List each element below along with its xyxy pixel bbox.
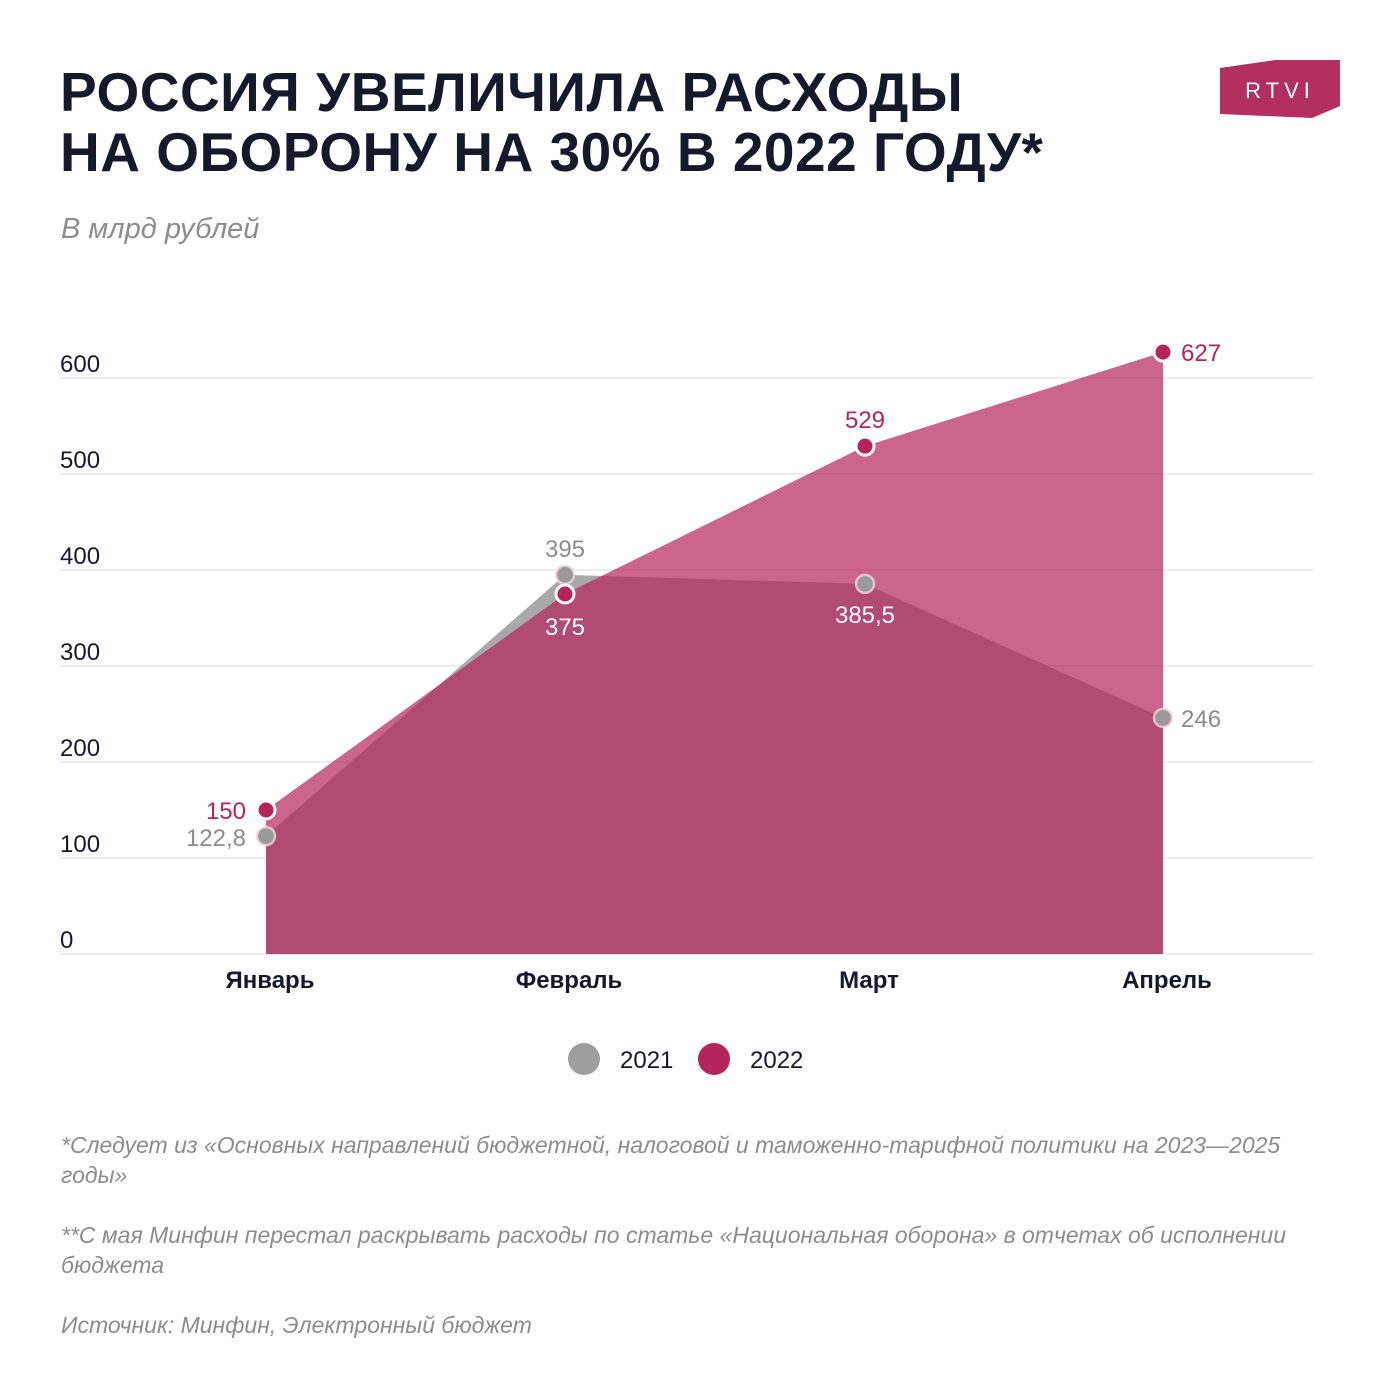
legend-label: 2022: [750, 1047, 803, 1074]
data-label: 627: [1181, 340, 1221, 367]
y-tick-label: 500: [60, 447, 100, 474]
x-tick-label: Март: [839, 967, 899, 994]
data-label: 385,5: [835, 602, 895, 629]
area-chart: 0 100 200 300 400 500 600 Январь Февраль Март Апре…: [60, 340, 1313, 1075]
chart-title: РОССИЯ УВЕЛИЧИЛА РАСХОДЫ НА ОБОРОНУ НА 3…: [60, 62, 1043, 182]
area-series-2022: [266, 352, 1163, 955]
source-note: Источник: Минфин, Электронный бюджет: [61, 1312, 532, 1338]
chart-subtitle: В млрд рублей: [61, 213, 260, 245]
data-label: 375: [545, 614, 585, 641]
legend-swatch-2021: [568, 1043, 600, 1075]
rtvi-logo: RTVI: [1220, 60, 1340, 118]
legend-label: 2021: [620, 1047, 673, 1074]
footnote-1: *Следует из «Основных направлений бюджет…: [61, 1132, 1281, 1188]
y-tick-label: 600: [60, 351, 100, 378]
y-tick-label: 200: [60, 735, 100, 762]
data-point-2021: [854, 573, 876, 595]
legend-swatch-2022: [698, 1043, 730, 1075]
y-tick-label: 400: [60, 543, 100, 570]
data-label: 150: [206, 798, 246, 825]
x-tick-label: Апрель: [1122, 967, 1212, 994]
data-point-2022: [554, 583, 576, 605]
data-point-2022: [854, 435, 876, 457]
data-label: 529: [845, 407, 885, 434]
y-tick-label: 0: [60, 927, 73, 954]
data-point-2021: [255, 825, 277, 847]
data-point-2021: [1152, 707, 1174, 729]
title-line-2: НА ОБОРОНУ НА 30% В 2022 ГОДУ*: [60, 121, 1044, 183]
data-label: 246: [1181, 706, 1221, 733]
footnote-2: **С мая Минфин перестал раскрывать расхо…: [61, 1222, 1286, 1278]
data-label: 122,8: [186, 825, 246, 852]
x-tick-label: Февраль: [516, 967, 623, 994]
data-point-2022: [1152, 341, 1174, 363]
x-tick-label: Январь: [226, 967, 315, 994]
data-point-2021: [554, 564, 576, 586]
footnotes: *Следует из «Основных направлений бюджет…: [61, 1130, 1311, 1370]
title-line-1: РОССИЯ УВЕЛИЧИЛА РАСХОДЫ: [60, 61, 964, 123]
svg-text:RTVI: RTVI: [1245, 78, 1315, 103]
data-label: 395: [545, 536, 585, 563]
y-tick-label: 300: [60, 639, 100, 666]
data-point-2022: [255, 799, 277, 821]
y-tick-label: 100: [60, 831, 100, 858]
